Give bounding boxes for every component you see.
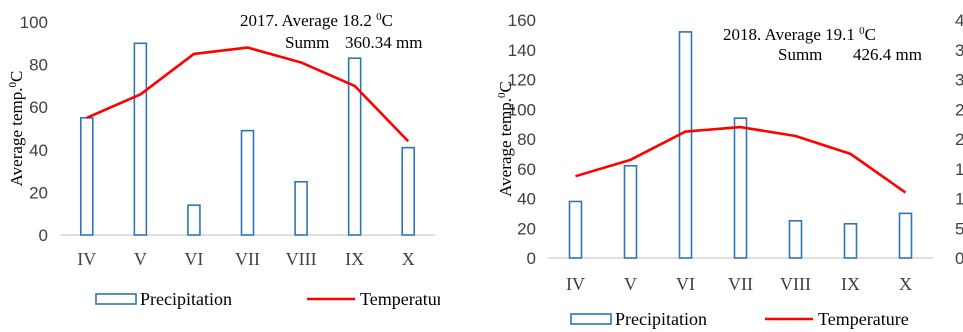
y-tick-label: 0: [527, 249, 536, 268]
y-tick-label: 80: [517, 130, 536, 149]
x-tick-label: VI: [676, 274, 695, 294]
annotation-summ-label: Summ: [285, 33, 329, 52]
precipitation-bar: [347, 57, 362, 236]
annotation-summ-value: 426.4 mm: [853, 45, 922, 64]
x-tick-label: VIII: [780, 274, 811, 294]
legend-precipitation-swatch: [570, 313, 612, 325]
right-axis-tick-label: 2: [955, 100, 963, 119]
temperature-line: [86, 46, 410, 143]
x-tick-label: IV: [566, 274, 585, 294]
x-tick-label: V: [624, 274, 637, 294]
x-tick-label: IV: [77, 249, 96, 269]
x-tick-label: X: [402, 249, 415, 269]
precipitation-bar: [788, 220, 803, 259]
y-tick-label: 60: [517, 160, 536, 179]
y-tick-label: 100: [20, 13, 48, 32]
x-tick-label: VII: [728, 274, 753, 294]
precipitation-bar: [623, 164, 638, 259]
x-tick-label: VIII: [286, 249, 317, 269]
y-tick-label: 40: [517, 190, 536, 209]
y-tick-label: 160: [508, 11, 536, 30]
precipitation-bar: [568, 200, 583, 259]
y-tick-label: 40: [29, 141, 48, 160]
precipitation-bar: [401, 146, 416, 236]
precipitation-bar: [240, 129, 255, 236]
annotation-summ-value: 360.34 mm: [345, 33, 422, 52]
right-axis-tick-label: 3: [955, 71, 963, 90]
annotation-summ-label: Summ: [778, 45, 822, 64]
x-tick-label: IX: [345, 249, 364, 269]
legend-temperature-label: Temperature: [360, 289, 451, 309]
y-tick-label: 0: [39, 226, 48, 245]
y-tick-label: 20: [517, 219, 536, 238]
annotation-average: 2017. Average 18.2 0C: [240, 11, 393, 30]
x-tick-label: IX: [841, 274, 860, 294]
y-tick-label: 120: [508, 71, 536, 90]
x-tick-label: X: [899, 274, 912, 294]
x-tick-label: VI: [184, 249, 203, 269]
temperature-line: [575, 125, 907, 194]
precipitation-bar: [187, 204, 201, 236]
precipitation-bar: [294, 180, 308, 236]
y-tick-label: 100: [508, 100, 536, 119]
precipitation-bar: [843, 222, 858, 259]
y-axis-label: Average temp.0C: [7, 71, 26, 187]
right-axis-tick-label: 5: [955, 219, 963, 238]
legend-precipitation-label: Precipitation: [140, 289, 232, 309]
right-axis-tick-label: 0: [955, 249, 963, 268]
y-tick-label: 20: [29, 183, 48, 202]
precipitation-bar: [733, 117, 748, 259]
right-axis-tick-label: 4: [955, 11, 963, 30]
legend-temperature-label: Temperature: [818, 309, 909, 329]
y-tick-label: 80: [29, 56, 48, 75]
y-tick-label: 140: [508, 41, 536, 60]
precipitation-bar: [79, 117, 94, 236]
legend-precipitation-swatch: [95, 293, 137, 305]
annotation-average: 2018. Average 19.1 0C: [723, 25, 876, 44]
right-axis-tick-label: 1: [955, 160, 963, 179]
chart-2017: 0 20 40 60 80 100 IV V VI VII VIII IX X Average temp.…: [7, 11, 451, 309]
right-axis-tick-label: 2: [955, 130, 963, 149]
precipitation-bar: [678, 31, 693, 259]
y-axis-label: Average temp.0C: [496, 81, 515, 197]
right-axis-tick-label: 1: [955, 190, 963, 209]
x-tick-label: V: [134, 249, 147, 269]
precipitation-bar: [898, 212, 913, 259]
legend-precipitation-label: Precipitation: [615, 309, 707, 329]
right-axis-tick-label: 3: [955, 41, 963, 60]
x-tick-label: VII: [235, 249, 260, 269]
precipitation-bar: [133, 42, 148, 236]
y-tick-label: 60: [29, 98, 48, 117]
